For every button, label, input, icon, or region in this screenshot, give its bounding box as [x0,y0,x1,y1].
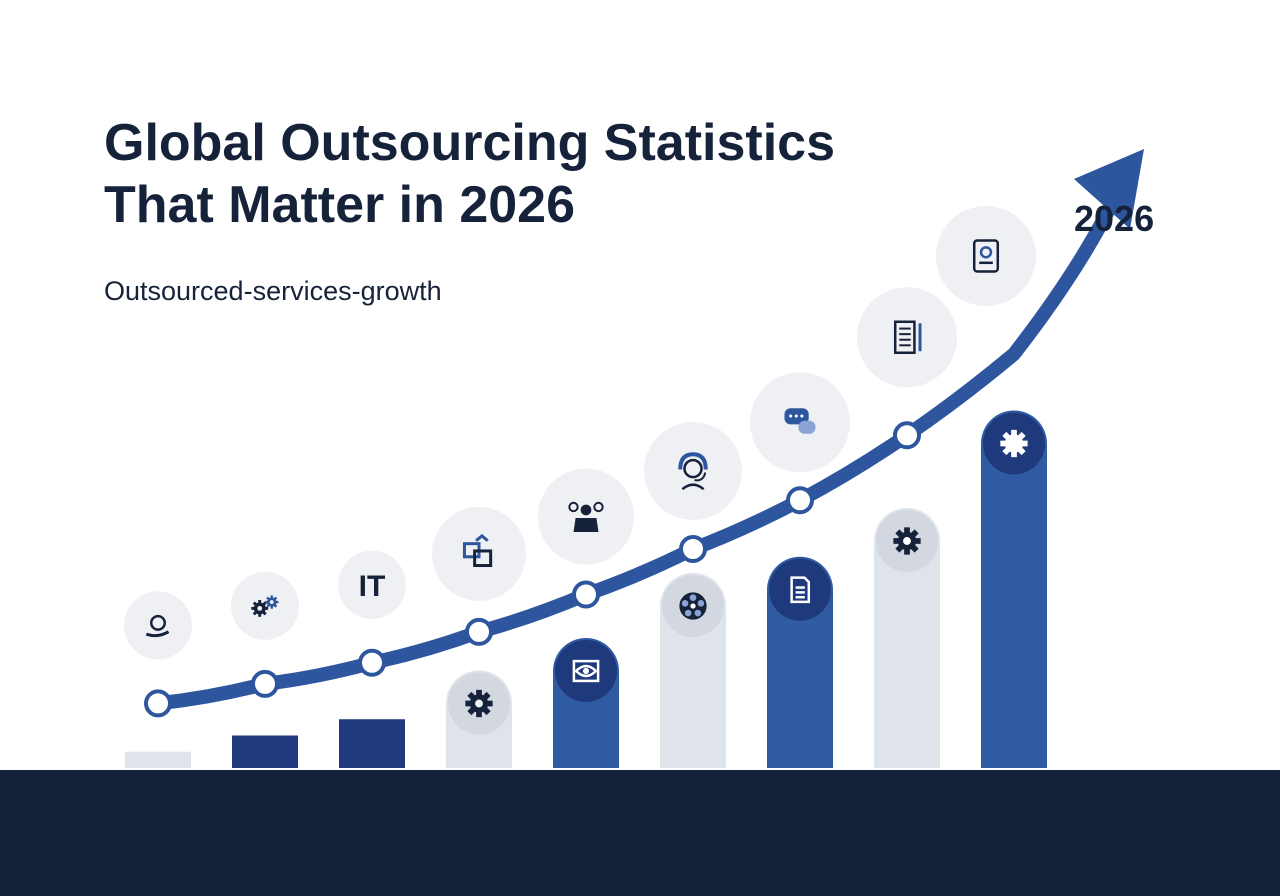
bar-8 [874,508,940,768]
bar-icons-layer [448,412,1045,735]
title-line-1: Global Outsourcing Statistics [104,114,835,172]
trend-point-5 [572,580,600,609]
page-subtitle: Outsourced-services-growth [104,276,442,306]
layers-icon [462,533,493,568]
resume-document-icon [972,239,1000,273]
trend-point-7 [786,486,814,515]
trend-point-3 [358,648,386,677]
network-icon [679,592,707,620]
bar-icon-disc-7 [769,558,831,621]
document-icon [790,576,811,604]
trend-point-2 [251,669,279,698]
trend-arrow-line [151,180,1127,711]
footer-band [0,770,1280,896]
category-icons-layer: IT [124,206,1036,660]
eye-icon [572,659,600,683]
page-title: Global Outsourcing Statistics That Matter… [104,112,964,236]
bar-9 [981,410,1047,768]
it-label-text: IT [359,570,386,603]
gear-icon [893,527,921,555]
category-icon-circle-6 [644,422,742,520]
it-label-icon: IT [359,570,386,603]
bar-1 [125,751,191,768]
bar-3 [339,719,405,768]
hand-coin-icon [145,614,170,638]
gear-icon [1000,429,1028,458]
trend-point-4 [465,617,493,646]
gears-icon [251,595,279,617]
trend-point-1 [144,689,172,718]
trend-point-6 [679,535,707,563]
arrow-year-label: 2026 [1074,198,1155,239]
trend-point-8 [893,421,921,450]
trend-arrow-head [1074,149,1144,229]
title-line-2: That Matter in 2026 [104,176,576,234]
headset-agent-icon [678,452,708,491]
category-icon-circle-3 [338,550,406,619]
bar-2 [232,735,298,768]
chat-bubbles-icon [784,408,816,434]
trend-layer [144,149,1144,718]
gear-ring-icon [465,689,493,718]
team-icon [568,501,604,532]
category-icon-circle-8 [857,287,957,388]
category-icon-circle-1 [124,591,192,660]
category-icon-circle-5 [538,468,634,565]
report-document-icon [893,320,922,354]
